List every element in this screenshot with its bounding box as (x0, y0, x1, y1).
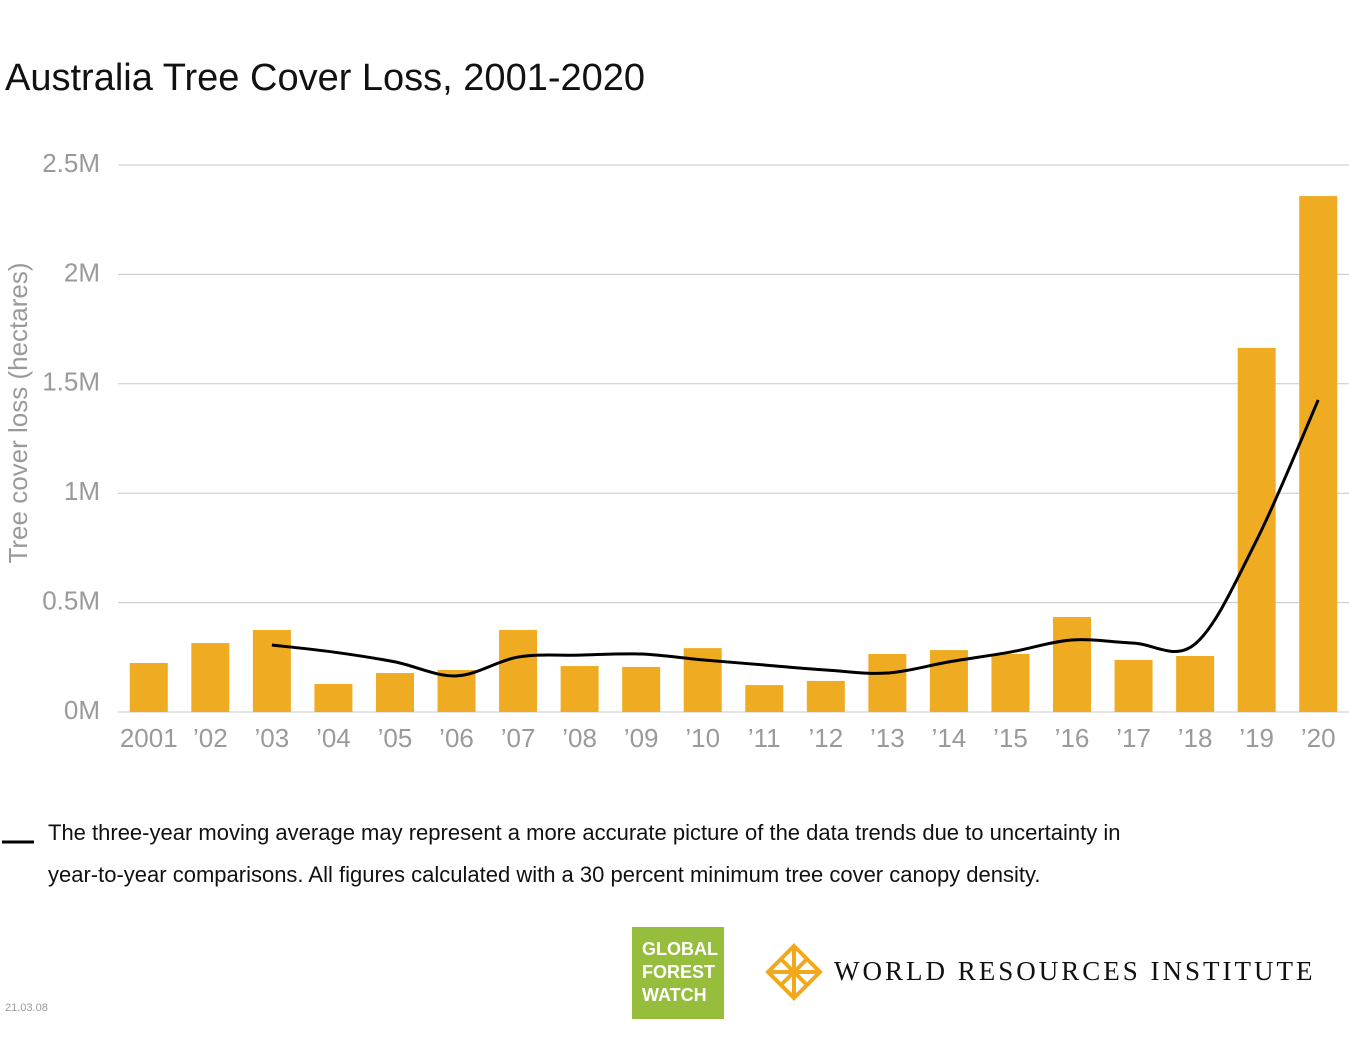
bar (1114, 659, 1153, 712)
bar (560, 666, 599, 712)
y-tick-label: 2.5M (42, 148, 100, 178)
x-tick-label: ’11 (748, 723, 781, 753)
x-tick-label: ’14 (932, 723, 967, 753)
note-line: The three-year moving average may repres… (48, 820, 1120, 845)
bar (745, 685, 784, 712)
bar (499, 629, 538, 712)
x-tick-label: ’20 (1301, 723, 1336, 753)
bar (1237, 347, 1276, 712)
bar (375, 673, 414, 712)
x-tick-label: ’10 (685, 723, 720, 753)
gfw-box (632, 927, 724, 1019)
wri-icon (768, 946, 820, 998)
y-axis-label: Tree cover loss (hectares) (3, 262, 33, 563)
gfw-text: FOREST (642, 962, 715, 982)
y-tick-label: 1.5M (42, 367, 100, 397)
x-tick-label: ’15 (993, 723, 1028, 753)
chart-title: Australia Tree Cover Loss, 2001-2020 (5, 57, 645, 99)
bar (129, 662, 168, 712)
gfw-text: GLOBAL (642, 939, 718, 959)
bar (868, 654, 907, 712)
gfw-logo: GLOBAL FOREST WATCH (632, 927, 724, 1019)
bar (191, 643, 230, 712)
y-tick-label: 0.5M (42, 585, 100, 615)
x-tick-label: ’13 (870, 723, 905, 753)
x-tick-label: ’07 (501, 723, 536, 753)
bar (991, 654, 1030, 712)
bar (252, 629, 291, 712)
x-tick-label: ’02 (193, 723, 228, 753)
x-tick-label: ’12 (808, 723, 843, 753)
y-tick-label: 2M (64, 257, 100, 287)
x-tick-label: ’08 (562, 723, 597, 753)
date: 21.03.08 (5, 1002, 48, 1014)
x-tick-label: ’06 (439, 723, 474, 753)
bar (622, 666, 661, 712)
moving-average-line (271, 399, 1320, 678)
wri-text: WORLD RESOURCES INSTITUTE (834, 956, 1316, 986)
y-tick-label: 0M (64, 695, 100, 725)
bar (314, 683, 353, 712)
note-line: year-to-year comparisons. All figures ca… (48, 862, 1040, 887)
x-tick-label: ’17 (1116, 723, 1151, 753)
bar (1176, 655, 1215, 712)
wri-logo (765, 943, 823, 1001)
bar (1299, 196, 1338, 713)
x-tick-label: ’05 (378, 723, 413, 753)
bar (806, 680, 845, 712)
x-tick-label: ’09 (624, 723, 659, 753)
bar (1053, 617, 1092, 712)
y-tick-label: 1M (64, 476, 100, 506)
gfw-text: WATCH (642, 985, 707, 1005)
x-tick-label: ’16 (1055, 723, 1090, 753)
x-tick-label: ’04 (316, 723, 351, 753)
x-tick-label: ’03 (255, 723, 290, 753)
x-tick-label: ’18 (1178, 723, 1213, 753)
x-tick-label: 2001 (120, 723, 178, 753)
x-tick-label: ’19 (1239, 723, 1274, 753)
